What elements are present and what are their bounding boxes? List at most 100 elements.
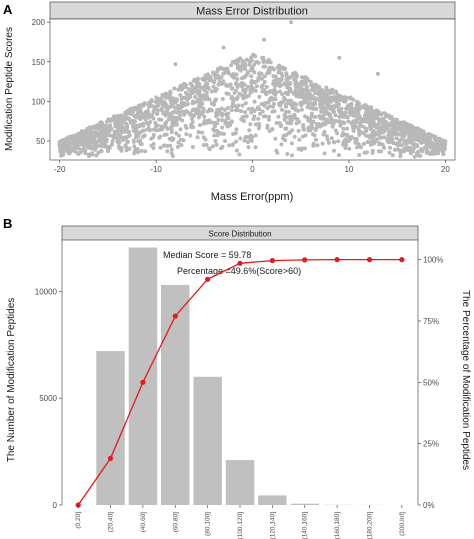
scatter-point (248, 122, 253, 127)
scatter-point (431, 133, 435, 138)
scatter-point (146, 126, 151, 131)
scatter-point (230, 100, 235, 105)
scatter-point (293, 106, 298, 111)
scatter-point (132, 151, 137, 156)
scatter-point (345, 133, 350, 137)
percentage-point (399, 257, 405, 263)
scatter-point (189, 112, 194, 117)
scatter-point (331, 121, 336, 126)
scatter-point (99, 120, 104, 125)
scatter-point (234, 139, 239, 144)
percentage-point (140, 379, 146, 385)
scatter-point (244, 135, 249, 139)
scatter-point (292, 134, 297, 139)
scatter-point (389, 123, 394, 128)
scatter-point (206, 97, 211, 102)
scatter-point (358, 121, 363, 126)
scatter-point (178, 93, 183, 98)
scatter-point (188, 93, 193, 98)
scatter-point (244, 72, 249, 77)
scatter-point (379, 129, 384, 134)
scatter-point (403, 141, 408, 146)
scatter-point (335, 131, 340, 136)
scatter-point (301, 127, 306, 132)
scatter-point (333, 113, 338, 118)
scatter-point (328, 120, 332, 125)
scatter-point (331, 109, 336, 114)
scatter-point (116, 128, 121, 133)
scatter-point (156, 103, 160, 108)
scatter-point (252, 80, 257, 85)
x-tick-label-b: (200,Inf] (399, 512, 406, 536)
scatter-point (384, 121, 389, 125)
scatter-point (229, 108, 234, 113)
scatter-point (319, 109, 324, 114)
scatter-point (205, 120, 209, 125)
scatter-point (267, 114, 271, 119)
strip-b (61, 225, 419, 241)
scatter-point (334, 103, 339, 108)
scatter-point (339, 106, 344, 111)
scatter-point (229, 63, 234, 68)
percentage-point (205, 276, 211, 282)
scatter-point (323, 98, 328, 103)
scatter-point (260, 109, 265, 114)
scatter-point (70, 134, 74, 139)
x-tick-label-b: (80,100] (205, 512, 212, 536)
y-tick-label-b: 0 (53, 501, 58, 510)
scatter-point (259, 102, 264, 107)
scatter-point (366, 113, 370, 118)
scatter-point (151, 146, 156, 151)
scatter-point (81, 144, 86, 149)
scatter-point (228, 82, 233, 87)
scatter-point (409, 127, 414, 132)
scatter-point (298, 100, 303, 105)
scatter-point (197, 113, 202, 118)
scatter-point (335, 119, 340, 124)
scatter-point (252, 99, 257, 104)
scatter-point (143, 117, 148, 122)
scatter-point (415, 144, 420, 149)
scatter-point (162, 101, 167, 106)
scatter-point (232, 97, 237, 102)
scatter-point (320, 101, 325, 106)
scatter-point (210, 144, 215, 149)
scatter-point (410, 136, 415, 141)
scatter-point (302, 146, 307, 151)
scatter-point (134, 115, 139, 119)
y-axis-label-a: Modification Peptide Scores (4, 27, 15, 151)
panel-letter-b: B (3, 216, 12, 231)
scatter-point (157, 127, 162, 132)
scatter-point (303, 95, 308, 100)
scatter-point (328, 106, 333, 111)
x-tick-label-a: 20 (441, 165, 450, 174)
scatter-point (290, 153, 294, 158)
scatter-point (94, 153, 99, 158)
scatter-point (174, 117, 179, 122)
scatter-point (272, 101, 276, 106)
bar (193, 376, 222, 505)
scatter-point (375, 71, 380, 76)
scatter-point (419, 147, 424, 152)
scatter-point (202, 114, 207, 119)
scatter-point (193, 94, 198, 99)
x-tick-label-b: (160,180] (334, 512, 341, 539)
percentage-point (334, 257, 340, 263)
scatter-point (309, 83, 314, 88)
scatter-point (173, 97, 178, 102)
scatter-point (337, 55, 342, 60)
scatter-point (375, 137, 380, 142)
scatter-point (218, 65, 223, 70)
scatter-point (208, 108, 213, 113)
scatter-point (225, 116, 230, 120)
scatter-point (369, 127, 373, 132)
scatter-point (168, 104, 173, 109)
scatter-point (159, 106, 164, 111)
scatter-point (328, 112, 332, 117)
bar (128, 247, 158, 505)
scatter-point (190, 116, 194, 121)
scatter-point (205, 72, 210, 77)
strip-title-b: Score Distribution (208, 230, 271, 239)
scatter-point (398, 154, 403, 159)
scatter-point (394, 118, 399, 122)
